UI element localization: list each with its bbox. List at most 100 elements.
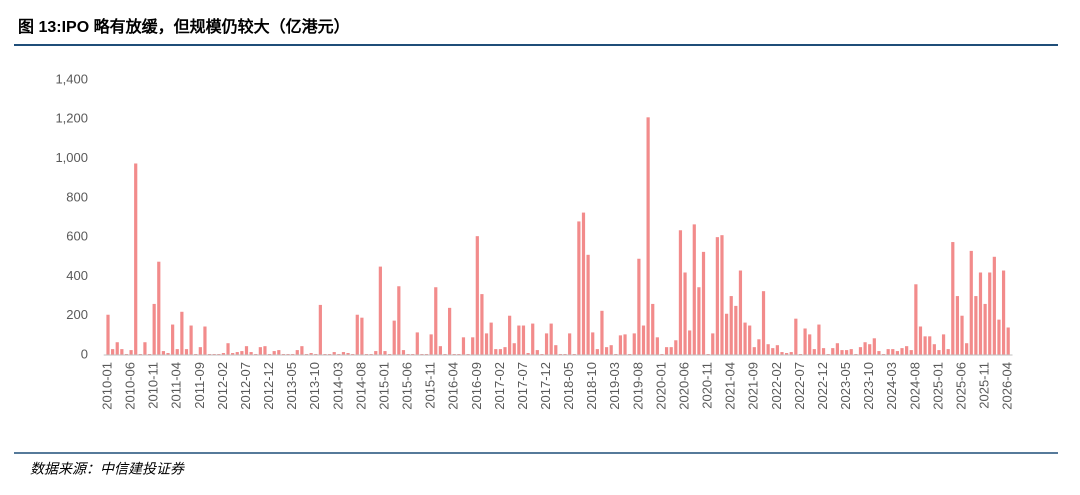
- bar: [960, 315, 964, 355]
- x-tick-label: 2017-07: [515, 362, 530, 410]
- bar: [918, 326, 923, 355]
- x-tick-label: 2022-12: [815, 362, 830, 410]
- bar: [397, 286, 401, 355]
- bar: [438, 346, 442, 355]
- bar: [766, 344, 770, 355]
- bar: [641, 325, 646, 355]
- x-tick-label: 2025-01: [930, 362, 945, 410]
- bar: [914, 284, 918, 355]
- bar: [184, 349, 189, 355]
- bar: [203, 326, 207, 355]
- bar: [318, 304, 322, 355]
- bar: [383, 351, 387, 355]
- bar: [503, 347, 507, 355]
- bar: [544, 333, 549, 355]
- bar: [152, 303, 156, 355]
- bar: [831, 348, 835, 355]
- bar: [480, 294, 484, 355]
- bar: [591, 332, 595, 355]
- x-tick-label: 2010-01: [99, 362, 114, 410]
- bar: [618, 335, 623, 355]
- x-tick-label: 2015-06: [400, 362, 415, 410]
- x-tick-label: 2020-11: [700, 362, 715, 409]
- bar: [794, 318, 798, 355]
- bar: [623, 334, 627, 355]
- bar: [604, 347, 609, 355]
- bar: [120, 349, 124, 355]
- bar: [761, 291, 766, 355]
- bar: [415, 332, 419, 355]
- bar: [711, 333, 715, 355]
- x-tick-label: 2016-04: [446, 362, 461, 410]
- bar: [346, 353, 350, 355]
- y-tick-label: 0: [81, 346, 88, 361]
- bar: [997, 319, 1001, 355]
- bar: [401, 350, 406, 355]
- bar: [341, 352, 346, 355]
- bar: [743, 322, 747, 355]
- bar: [175, 349, 179, 355]
- bar: [969, 250, 973, 355]
- bar: [752, 347, 756, 355]
- x-tick-label: 2021-04: [723, 362, 738, 410]
- bar: [715, 237, 719, 355]
- bar: [392, 320, 396, 355]
- bar: [221, 353, 226, 355]
- bar: [886, 349, 890, 355]
- bar: [277, 350, 281, 355]
- bar: [240, 351, 244, 355]
- bar: [586, 254, 590, 355]
- x-tick-label: 2025-11: [977, 362, 992, 409]
- bar: [692, 224, 696, 355]
- bar: [974, 296, 978, 355]
- bar: [166, 353, 170, 355]
- bar: [877, 351, 881, 355]
- bar: [849, 349, 853, 355]
- x-tick-label: 2022-02: [769, 362, 784, 410]
- bar: [978, 272, 983, 355]
- bar: [568, 333, 572, 355]
- bar: [526, 353, 530, 355]
- x-tick-label: 2020-06: [676, 362, 691, 410]
- bar: [129, 350, 133, 355]
- bar: [198, 347, 202, 355]
- bar: [263, 346, 267, 355]
- y-tick-label: 1,200: [55, 111, 88, 126]
- bar: [1006, 327, 1010, 355]
- bar: [757, 339, 761, 355]
- x-tick-label: 2017-12: [538, 362, 553, 410]
- bar: [909, 350, 913, 355]
- y-tick-label: 200: [66, 307, 88, 322]
- bar: [360, 317, 364, 355]
- x-tick-label: 2012-07: [238, 362, 253, 410]
- bar: [988, 272, 992, 355]
- x-tick-label: 2014-08: [353, 362, 368, 410]
- bar: [780, 352, 784, 355]
- bar: [508, 315, 512, 355]
- bar: [858, 347, 863, 355]
- x-tick-label: 2017-02: [492, 362, 507, 410]
- bar: [863, 342, 867, 355]
- bar: [531, 323, 535, 355]
- bar: [951, 242, 955, 355]
- bar: [549, 323, 553, 355]
- bar: [729, 296, 733, 355]
- bar: [143, 342, 147, 355]
- bar: [688, 330, 692, 355]
- bar: [429, 334, 433, 355]
- x-tick-label: 2022-07: [792, 362, 807, 410]
- bar: [817, 324, 821, 355]
- bar: [821, 348, 826, 355]
- x-tick-label: 2019-08: [630, 362, 645, 410]
- bar: [494, 349, 498, 355]
- bar: [674, 340, 678, 355]
- x-tick-label: 2023-10: [861, 362, 876, 410]
- bar: [900, 348, 904, 355]
- bar: [609, 345, 613, 355]
- x-tick-label: 2019-03: [607, 362, 622, 410]
- bar: [258, 347, 262, 355]
- x-tick-label: 2023-05: [838, 362, 853, 410]
- bar: [678, 230, 683, 355]
- bar: [106, 314, 110, 355]
